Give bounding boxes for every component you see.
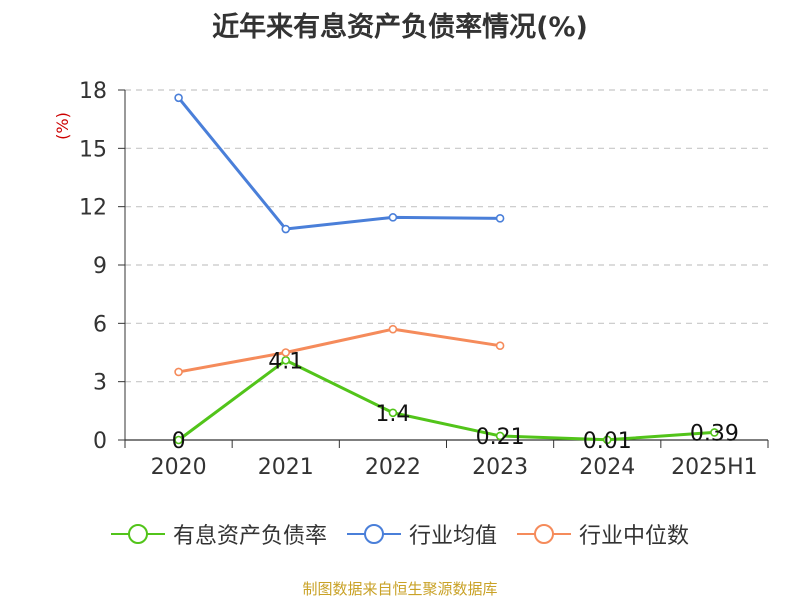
data-point — [281, 348, 291, 357]
data-point — [174, 367, 183, 377]
y-tick-label: 0 — [93, 429, 107, 454]
legend-line-icon — [110, 524, 165, 544]
data-point — [388, 408, 398, 418]
axes: 0 3 6 9 12 15 18 2020 2021 2022 2023 2024 2025H1 — [79, 79, 769, 480]
legend-label: 行业中位数 — [579, 524, 690, 549]
x-tick-label: 2021 — [258, 455, 314, 480]
legend-item-rate[interactable]: 有息资产负债率 — [110, 518, 327, 550]
y-tick-label: 9 — [93, 254, 107, 279]
legend-line-icon — [517, 524, 571, 544]
data-point — [602, 435, 612, 445]
y-axis-label: (%) — [53, 112, 72, 140]
legend-item-industry-mean[interactable]: 行业均值 — [346, 518, 497, 550]
data-point — [388, 324, 398, 334]
data-label: 0.21 — [476, 425, 525, 450]
y-tick-label: 15 — [79, 137, 107, 162]
y-tick-label: 3 — [93, 371, 107, 396]
x-tick-label: 2020 — [151, 455, 207, 480]
legend-item-industry-median[interactable]: 行业中位数 — [517, 518, 689, 550]
data-label: 0.39 — [690, 421, 739, 446]
x-tick-label: 2025H1 — [671, 455, 758, 480]
legend-label: 有息资产负债率 — [172, 524, 327, 549]
data-point — [495, 431, 505, 441]
data-point — [174, 435, 183, 445]
data-point — [281, 224, 291, 234]
legend-label: 行业均值 — [408, 524, 497, 549]
data-point — [710, 428, 719, 437]
series-line — [177, 96, 501, 231]
x-tick-label: 2022 — [365, 455, 421, 480]
data-point — [174, 93, 183, 103]
data-labels: 0 4.1 1.4 0.21 0.01 0.39 — [172, 349, 739, 454]
data-point — [388, 213, 398, 222]
series-lines — [174, 93, 719, 445]
data-label: 1.4 — [375, 402, 410, 427]
grid-lines — [125, 89, 768, 383]
data-label: 0 — [172, 429, 186, 454]
y-tick-label: 12 — [79, 196, 107, 221]
data-point — [495, 341, 505, 350]
x-tick-label: 2024 — [579, 455, 635, 480]
series-line — [177, 358, 715, 442]
y-tick-label: 18 — [79, 79, 107, 104]
y-tick-label: 6 — [93, 312, 107, 337]
legend: 有息资产负债率 行业均值 行业中位数 — [0, 518, 800, 550]
series-line — [178, 327, 501, 374]
data-label: 0.01 — [583, 429, 632, 454]
source-note: 制图数据来自恒生聚源数据库 — [302, 580, 498, 598]
data-point — [495, 214, 505, 223]
legend-line-icon — [346, 524, 401, 544]
x-tick-label: 2023 — [472, 455, 528, 480]
data-label: 4.1 — [268, 349, 303, 374]
chart-title: 近年来有息资产负债率情况(%) — [212, 12, 588, 43]
